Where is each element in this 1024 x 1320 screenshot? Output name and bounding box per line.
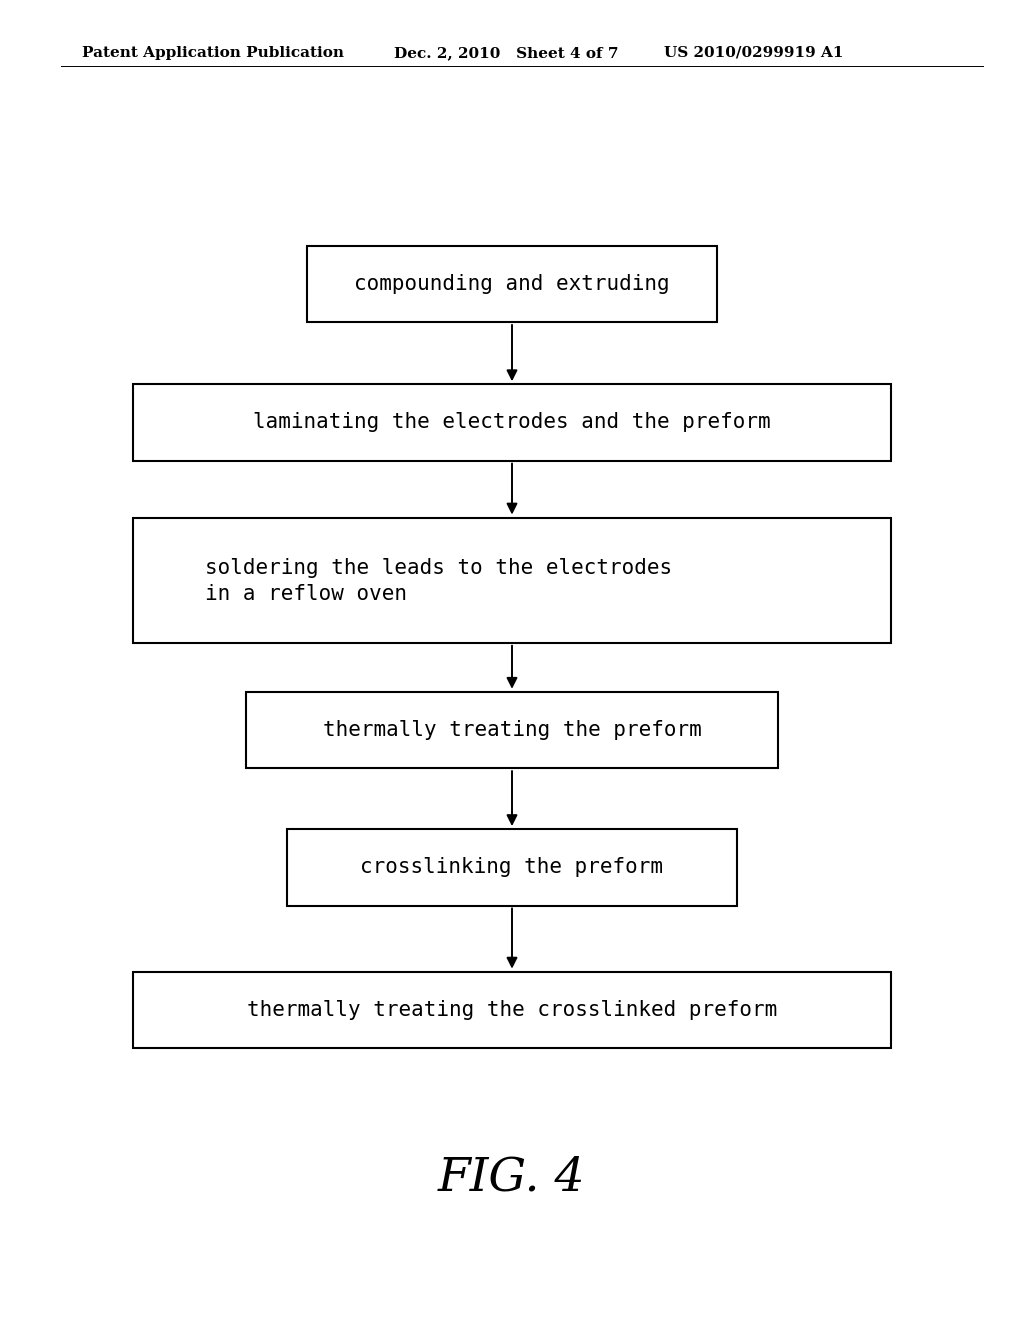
- FancyBboxPatch shape: [307, 246, 717, 322]
- FancyBboxPatch shape: [246, 692, 778, 768]
- Text: Dec. 2, 2010   Sheet 4 of 7: Dec. 2, 2010 Sheet 4 of 7: [394, 46, 618, 59]
- Text: Patent Application Publication: Patent Application Publication: [82, 46, 344, 59]
- FancyBboxPatch shape: [133, 517, 891, 643]
- Text: compounding and extruding: compounding and extruding: [354, 273, 670, 294]
- Text: thermally treating the preform: thermally treating the preform: [323, 719, 701, 741]
- Text: thermally treating the crosslinked preform: thermally treating the crosslinked prefo…: [247, 999, 777, 1020]
- Text: crosslinking the preform: crosslinking the preform: [360, 857, 664, 878]
- FancyBboxPatch shape: [133, 384, 891, 461]
- Text: laminating the electrodes and the preform: laminating the electrodes and the prefor…: [253, 412, 771, 433]
- FancyBboxPatch shape: [287, 829, 737, 906]
- Text: FIG. 4: FIG. 4: [438, 1155, 586, 1200]
- Text: US 2010/0299919 A1: US 2010/0299919 A1: [664, 46, 843, 59]
- FancyBboxPatch shape: [133, 972, 891, 1048]
- Text: soldering the leads to the electrodes
in a reflow oven: soldering the leads to the electrodes in…: [205, 557, 672, 605]
